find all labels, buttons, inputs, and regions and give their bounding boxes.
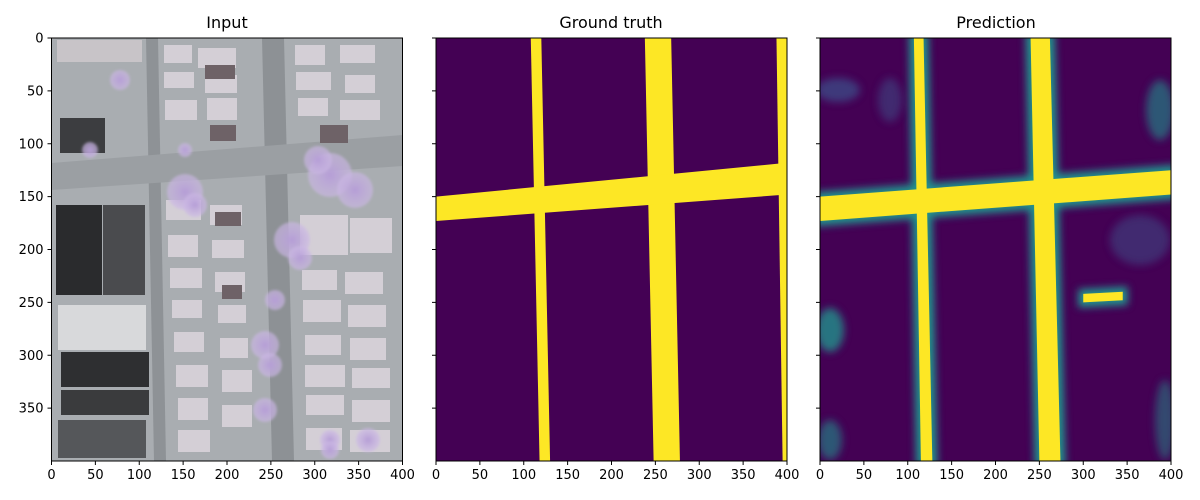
x-tick-label: 0 bbox=[432, 468, 440, 483]
x-tick-label: 150 bbox=[555, 468, 580, 483]
aerial-image bbox=[51, 38, 403, 461]
ground-truth-roads bbox=[436, 38, 787, 461]
panel-prediction: Prediction 0 50 100 150 200 250 300 350 400 bbox=[816, 13, 1184, 483]
x-tick-label: 50 bbox=[87, 468, 104, 483]
road-segment bbox=[776, 38, 787, 461]
y-tick-label: 100 bbox=[19, 137, 44, 152]
mask-background bbox=[436, 38, 787, 461]
panel-title-ground-truth: Ground truth bbox=[559, 13, 662, 32]
x-tick-label: 50 bbox=[856, 468, 873, 483]
road-segment bbox=[820, 170, 1171, 221]
x-tick-label: 250 bbox=[1027, 468, 1052, 483]
x-tick-label: 100 bbox=[511, 468, 536, 483]
prediction-noise bbox=[820, 78, 1171, 460]
x-tick-label: 150 bbox=[939, 468, 964, 483]
y-tick-label: 150 bbox=[19, 190, 44, 205]
x-tick-label: 0 bbox=[47, 468, 55, 483]
x-tick-label: 200 bbox=[215, 468, 240, 483]
panel-ground-truth: Ground truth 0 50 100 150 200 250 300 350 400 bbox=[432, 13, 800, 483]
x-tick-label: 100 bbox=[895, 468, 920, 483]
ticks-input: 0 50 100 150 200 250 300 350 400 0 50 100 150 200 250 3… bbox=[19, 32, 415, 484]
x-tick-label: 200 bbox=[599, 468, 624, 483]
road-segment bbox=[644, 38, 680, 461]
x-tick-label: 350 bbox=[1115, 468, 1140, 483]
panel-title-prediction: Prediction bbox=[956, 13, 1035, 32]
x-tick-label: 250 bbox=[643, 468, 668, 483]
panel-input: Input bbox=[19, 13, 415, 483]
road-segment bbox=[1030, 38, 1061, 461]
x-tick-label: 400 bbox=[1159, 468, 1184, 483]
ticks-ground-truth: 0 50 100 150 200 250 300 350 400 bbox=[432, 37, 800, 483]
road-segment bbox=[530, 38, 551, 461]
x-tick-label: 300 bbox=[687, 468, 712, 483]
x-tick-label: 0 bbox=[816, 468, 824, 483]
x-tick-label: 250 bbox=[258, 468, 283, 483]
y-tick-label: 350 bbox=[19, 402, 44, 417]
y-tick-label: 250 bbox=[19, 296, 44, 311]
x-tick-label: 350 bbox=[731, 468, 756, 483]
ticks-prediction: 0 50 100 150 200 250 300 350 400 bbox=[816, 37, 1184, 483]
x-tick-label: 400 bbox=[775, 468, 800, 483]
road-segment bbox=[436, 162, 787, 221]
y-tick-label: 50 bbox=[27, 84, 44, 99]
x-tick-label: 200 bbox=[983, 468, 1008, 483]
road-segment bbox=[913, 38, 933, 461]
x-tick-label: 300 bbox=[302, 468, 327, 483]
y-tick-label: 0 bbox=[35, 32, 43, 47]
x-tick-label: 100 bbox=[127, 468, 152, 483]
y-tick-label: 200 bbox=[19, 243, 44, 258]
x-tick-label: 300 bbox=[1071, 468, 1096, 483]
x-tick-label: 350 bbox=[346, 468, 371, 483]
prediction-roads bbox=[820, 38, 1171, 461]
road-segment bbox=[1083, 291, 1123, 303]
x-tick-label: 150 bbox=[171, 468, 196, 483]
y-tick-label: 300 bbox=[19, 349, 44, 364]
x-tick-label: 400 bbox=[390, 468, 415, 483]
panel-title-input: Input bbox=[206, 13, 247, 32]
x-tick-label: 50 bbox=[472, 468, 489, 483]
